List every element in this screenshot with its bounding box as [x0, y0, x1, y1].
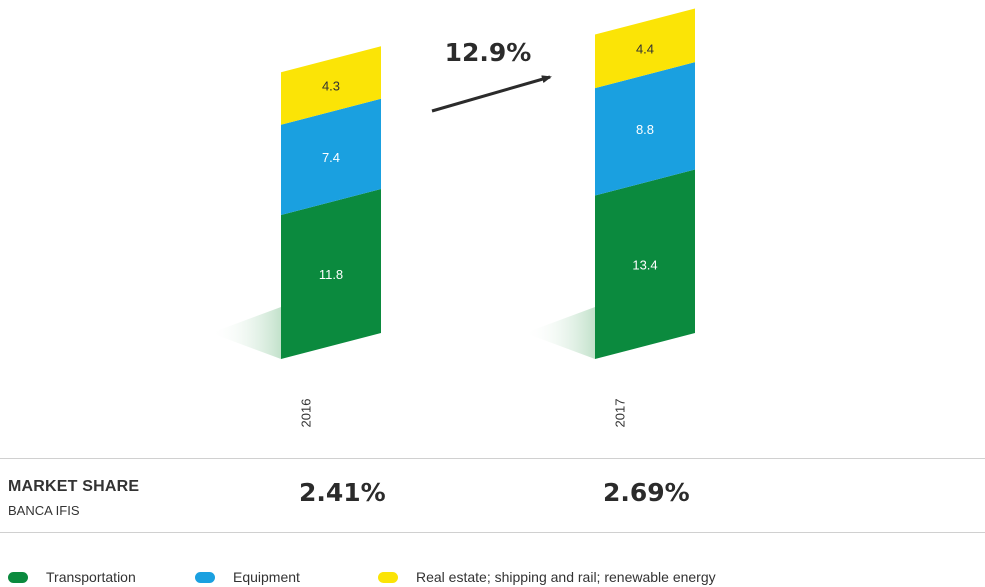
x-tick-label-2016: 2016 [298, 399, 313, 428]
growth-label: 12.9% [445, 38, 532, 67]
divider-top [0, 458, 985, 459]
growth-arrow [431, 75, 552, 113]
divider-bottom [0, 532, 985, 533]
market-share-value-2017: 2.69% [603, 478, 690, 507]
legend-swatch-equipment [195, 571, 215, 583]
bar-shadow-2016 [211, 307, 281, 359]
data-label-equipment-2016: 7.4 [322, 150, 340, 165]
market-share-title: MARKET SHARE [8, 478, 140, 495]
bar-segment-equipment-2017 [595, 62, 695, 196]
legend-item-transportation: Transportation [8, 568, 136, 586]
legend-swatch-real-estate [378, 571, 398, 583]
bar-segment-transportation-2016 [281, 189, 381, 359]
data-label-transportation-2016: 11.8 [319, 267, 343, 282]
bar-segment-equipment-2016 [281, 98, 381, 216]
legend-label-transportation: Transportation [46, 569, 136, 585]
bar-shadow-2017 [525, 307, 595, 359]
legend-swatch-transportation [8, 571, 28, 583]
legend-label-equipment: Equipment [233, 569, 300, 585]
market-share-subtitle: BANCA IFIS [8, 503, 80, 518]
data-label-real-estate-2016: 4.3 [322, 79, 340, 94]
data-label-transportation-2017: 13.4 [632, 257, 657, 272]
bar-segment-real-estate-2017 [595, 8, 695, 89]
legend-item-equipment: Equipment [195, 568, 300, 586]
market-share-value-2016: 2.41% [299, 478, 386, 507]
legend-label-real-estate: Real estate; shipping and rail; renewabl… [416, 569, 716, 585]
data-label-real-estate-2017: 4.4 [636, 41, 654, 56]
legend-item-real-estate: Real estate; shipping and rail; renewabl… [378, 568, 716, 586]
data-label-equipment-2017: 8.8 [636, 122, 654, 137]
bar-segment-real-estate-2016 [281, 46, 381, 125]
x-tick-label-2017: 2017 [612, 399, 627, 428]
bar-segment-transportation-2017 [595, 169, 695, 359]
